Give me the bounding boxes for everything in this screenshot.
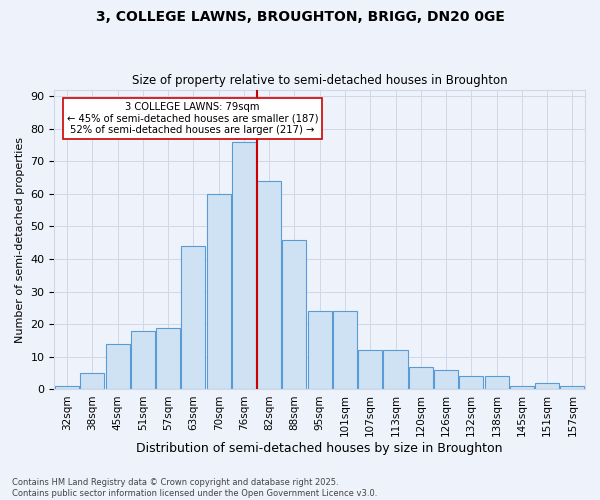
Bar (106, 344, 130, 390)
Text: Contains HM Land Registry data © Crown copyright and database right 2025.
Contai: Contains HM Land Registry data © Crown c… (12, 478, 377, 498)
Bar (535, 383, 559, 390)
Text: 3, COLLEGE LAWNS, BROUGHTON, BRIGG, DN20 0GE: 3, COLLEGE LAWNS, BROUGHTON, BRIGG, DN20… (95, 10, 505, 24)
Bar (459, 376, 484, 390)
Bar (55, 386, 79, 390)
Bar (409, 366, 433, 390)
Bar (232, 142, 256, 390)
Bar (510, 386, 534, 390)
Title: Size of property relative to semi-detached houses in Broughton: Size of property relative to semi-detach… (132, 74, 508, 87)
X-axis label: Distribution of semi-detached houses by size in Broughton: Distribution of semi-detached houses by … (136, 442, 503, 455)
Bar (333, 311, 357, 390)
Bar (383, 350, 407, 390)
Bar (358, 350, 382, 390)
Bar (308, 311, 332, 390)
Bar (181, 246, 205, 390)
Bar (434, 370, 458, 390)
Bar (485, 376, 509, 390)
Y-axis label: Number of semi-detached properties: Number of semi-detached properties (15, 136, 25, 342)
Text: 3 COLLEGE LAWNS: 79sqm
← 45% of semi-detached houses are smaller (187)
52% of se: 3 COLLEGE LAWNS: 79sqm ← 45% of semi-det… (67, 102, 318, 135)
Bar (131, 331, 155, 390)
Bar (283, 240, 307, 390)
Bar (80, 373, 104, 390)
Bar (560, 386, 584, 390)
Bar (156, 328, 180, 390)
Bar (257, 181, 281, 390)
Bar (206, 194, 230, 390)
